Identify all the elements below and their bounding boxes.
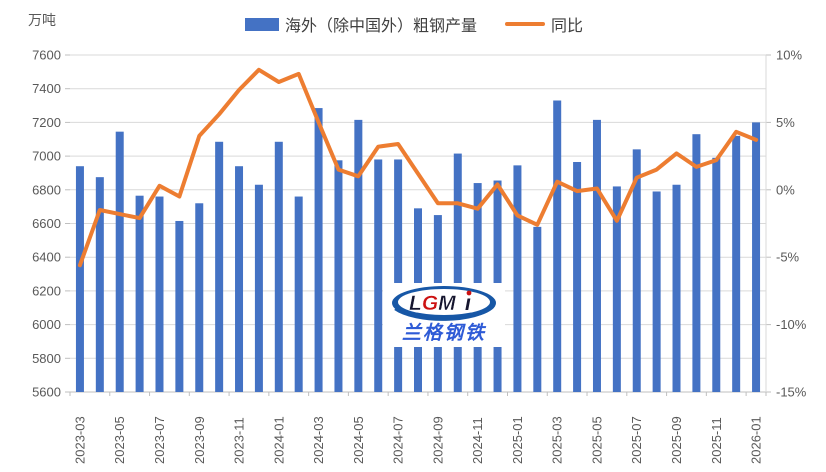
y-left-tick-label: 6200 [32,283,61,298]
yoy-line [77,67,759,268]
bar-2023-12 [254,184,263,392]
x-axis-tick-label: 2023-05 [112,416,127,464]
bar-2024-01 [274,141,283,392]
lgmi-logo-icon: LGM ı [392,286,496,321]
x-axis-tick-label: 2025-07 [629,416,644,464]
x-axis-tick-label: 2023-03 [72,416,87,464]
bar-2025-04 [573,161,582,392]
y-right-tick-label: 10% [776,48,802,63]
bar-2024-05 [354,119,363,392]
bar-2025-03 [553,100,562,393]
bar-2023-07 [155,196,164,392]
legend-label-production: 海外（除中国外）粗钢产量 [285,18,478,35]
bar-2024-10 [453,153,462,392]
bar-2023-11 [235,166,244,392]
bar-2024-04 [334,160,343,392]
x-axis-tick-label: 2023-11 [232,417,247,464]
bar-2024-03 [314,108,323,392]
legend-label-yoy: 同比 [551,18,584,35]
bar-2023-09 [195,203,204,392]
y-left-tick-label: 7600 [32,48,61,63]
svg-text:LGM: LGM [409,292,456,315]
bar-2025-12 [732,135,741,392]
line-series-swatch-icon [505,22,546,26]
y-left-tick-label: 7000 [32,149,61,164]
y-left-tick-label: 6000 [32,317,61,332]
y-left-tick-label: 6600 [32,216,61,231]
x-axis-tick-label: 2025-01 [510,416,525,464]
x-axis-tick-label: 2024-01 [271,416,286,464]
x-axis-tick-label: 2023-07 [152,416,167,464]
legend-item-production[interactable]: 海外（除中国外）粗钢产量 [245,12,477,36]
x-axis-tick-label: 2025-03 [550,416,565,464]
y-right-tick-label: 5% [776,115,795,130]
bar-series-swatch-icon [245,17,279,31]
x-axis-tick-label: 2024-09 [430,416,445,464]
y-right-tick-label: -10% [776,317,807,332]
y-left-tick-label: 5600 [32,385,61,400]
x-axis-tick-label: 2025-05 [589,416,604,464]
bar-2023-05 [115,131,124,393]
bar-2025-06 [612,186,621,392]
bar-2025-10 [692,134,701,392]
legend-item-yoy[interactable]: 同比 [505,12,583,36]
bar-2025-11 [712,157,721,392]
x-axis-tick-label: 2025-09 [669,416,684,464]
bar-2025-09 [672,184,681,392]
x-axis-tick-label: 2024-07 [391,416,406,464]
svg-text:ı: ı [465,292,471,315]
bar-2023-06 [135,195,144,392]
bar-2023-10 [215,141,224,392]
y-left-tick-label: 6800 [32,182,61,197]
x-axis-tick-label: 2026-01 [749,416,764,464]
y-axis-unit-label: 万吨 [28,12,56,28]
bar-2023-03 [75,166,84,392]
x-axis-tick-label: 2024-11 [470,417,485,464]
x-axis-tick-label: 2024-03 [311,416,326,464]
bar-2024-07 [394,159,403,392]
x-axis-tick-label: 2024-05 [351,416,366,464]
lgmi-watermark: LGM ı 兰格钢铁 [383,283,505,347]
y-left-tick-label: 5800 [32,351,61,366]
bar-2026-01 [752,122,761,393]
bar-2023-08 [175,220,184,392]
bar-2023-04 [95,177,104,392]
bar-2025-01 [513,165,522,392]
bar-2025-08 [652,191,661,392]
y-right-tick-label: -5% [776,250,800,265]
y-left-tick-label: 7400 [32,81,61,96]
x-axis-tick-label: 2023-09 [192,416,207,464]
bar-2024-06 [374,159,383,392]
lgmi-company-name: 兰格钢铁 [401,323,486,344]
bar-2024-02 [294,196,303,392]
bar-2025-07 [632,149,641,392]
bar-2025-02 [533,226,542,392]
y-left-tick-label: 6400 [32,250,61,265]
y-right-tick-label: -15% [776,385,807,400]
legend: 海外（除中国外）粗钢产量 同比 [245,12,583,36]
y-right-tick-label: 0% [776,182,795,197]
x-axis-tick-label: 2025-11 [709,417,724,464]
y-left-tick-label: 7200 [32,115,61,130]
bar-2025-05 [592,119,601,392]
